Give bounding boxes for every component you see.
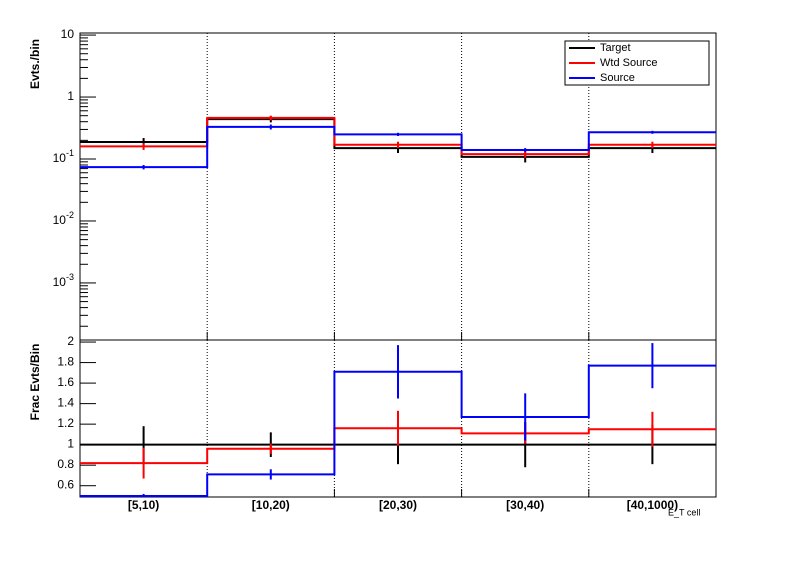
y-tick-label: 1.6 bbox=[57, 375, 74, 389]
y-tick-label-base: 1.6 bbox=[57, 375, 74, 389]
x-tick-label: [40,1000) bbox=[627, 498, 678, 512]
legend-label: Target bbox=[600, 42, 631, 54]
y-tick-label-exponent: -1 bbox=[66, 148, 74, 158]
y-tick-label-base: 2 bbox=[67, 334, 74, 348]
y-tick-label: 1 bbox=[67, 89, 74, 103]
y-tick-label: 2 bbox=[67, 334, 74, 348]
plot-frame bbox=[79, 339, 717, 498]
y-tick-label-base: 10 bbox=[53, 275, 67, 289]
y-tick-label-base: 10 bbox=[53, 151, 67, 165]
y-tick-label-base: 1 bbox=[67, 89, 74, 103]
y-tick-label-base: 1 bbox=[67, 437, 74, 451]
y-tick-label: 10-1 bbox=[53, 148, 74, 165]
y-tick-label-base: 0.8 bbox=[57, 457, 74, 471]
x-tick-label: [10,20) bbox=[252, 498, 290, 512]
y-tick-label: 10-2 bbox=[53, 210, 74, 227]
y-tick-label-base: 1.4 bbox=[57, 396, 74, 410]
y-tick-label: 1 bbox=[67, 437, 74, 451]
y-tick-label: 1.4 bbox=[57, 396, 74, 410]
y-tick-label-base: 10 bbox=[61, 27, 75, 41]
y-tick-label-base: 1.2 bbox=[57, 416, 74, 430]
y-tick-label: 0.6 bbox=[57, 478, 74, 492]
y-tick-label-base: 0.6 bbox=[57, 478, 74, 492]
x-tick-label: [20,30) bbox=[379, 498, 417, 512]
y-tick-label-exponent: -3 bbox=[66, 272, 74, 282]
y-tick-label: 1.2 bbox=[57, 416, 74, 430]
y-tick-label: 10 bbox=[61, 27, 75, 41]
y-axis-title: Frac Evts/Bin bbox=[28, 344, 42, 421]
x-tick-label: [5,10) bbox=[128, 498, 159, 512]
y-tick-label: 10-3 bbox=[53, 272, 74, 289]
x-axis-title: E_T cell bbox=[668, 507, 700, 517]
x-tick-label: [30,40) bbox=[506, 498, 544, 512]
y-tick-label-base: 10 bbox=[53, 213, 67, 227]
legend-label: Source bbox=[600, 72, 635, 84]
y-tick-label: 0.8 bbox=[57, 457, 74, 471]
y-tick-label: 1.8 bbox=[57, 355, 74, 369]
y-tick-label-base: 1.8 bbox=[57, 355, 74, 369]
legend-label: Wtd Source bbox=[600, 57, 657, 69]
y-tick-label-exponent: -2 bbox=[66, 210, 74, 220]
y-axis-title: Evts./bin bbox=[28, 39, 42, 89]
